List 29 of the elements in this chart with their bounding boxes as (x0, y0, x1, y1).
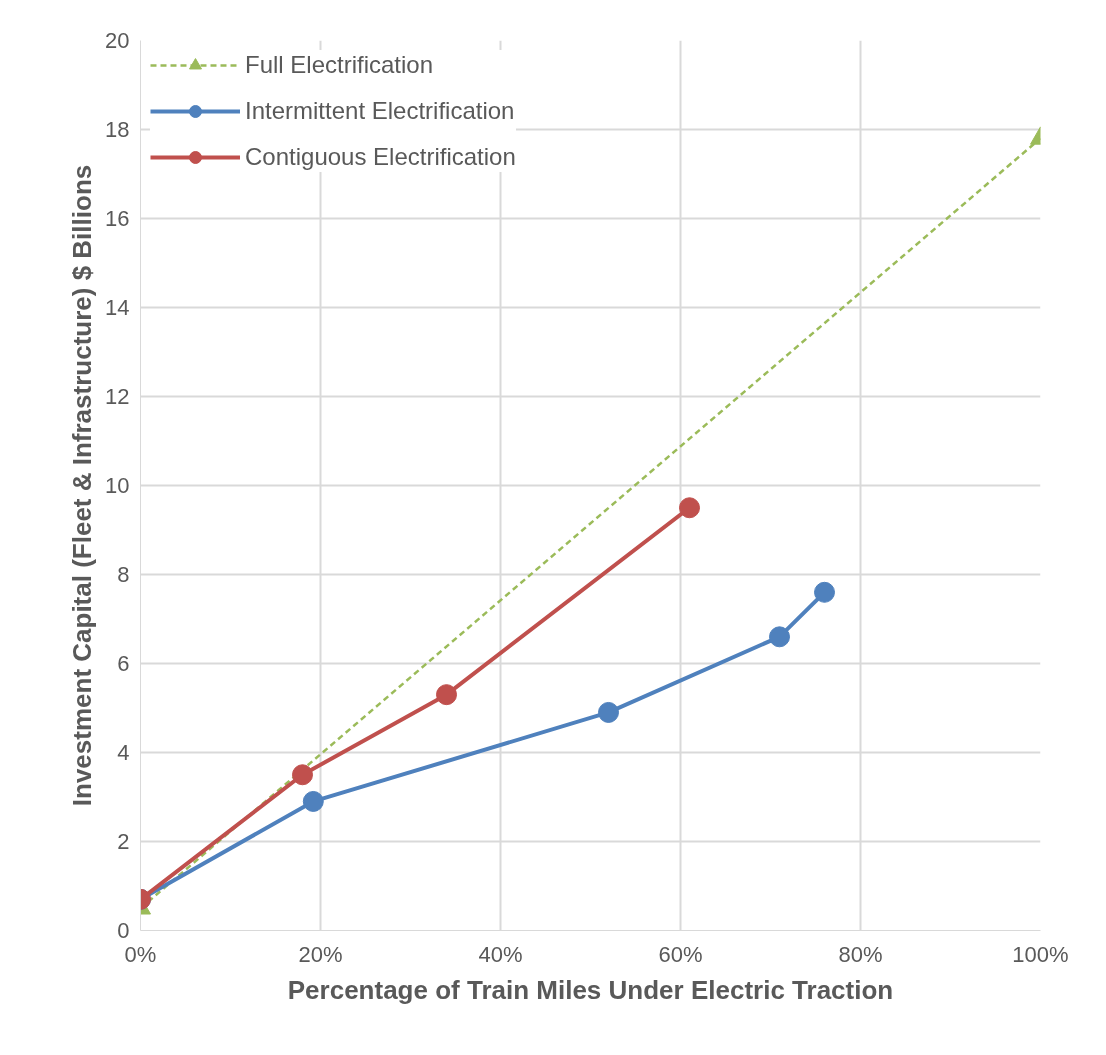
point (679, 497, 700, 519)
legend-label: Full Electrification (245, 51, 434, 79)
y-axis-title: Investment Capital (Fleet & Infrastructure) $ Billions (67, 164, 98, 807)
y-tick-label: 2 (117, 829, 130, 854)
y-tick-label: 18 (105, 117, 130, 142)
y-tick-label: 14 (105, 295, 130, 320)
legend-label: Intermittent Electrification (245, 97, 515, 125)
y-tick-label: 16 (105, 206, 130, 231)
y-tick-label: 4 (117, 740, 130, 765)
point (302, 790, 324, 812)
y-tick-label: 20 (105, 28, 130, 53)
x-tick-label: 60% (658, 941, 703, 967)
point (769, 626, 790, 648)
y-tick-label: 12 (105, 384, 130, 409)
point (436, 684, 457, 706)
x-tick-label: 100% (1012, 941, 1069, 967)
y-tick-label: 10 (105, 473, 130, 498)
x-tick-label: 0% (124, 941, 157, 967)
point (598, 701, 619, 723)
x-tick-label: 80% (838, 941, 883, 967)
x-tick-label: 20% (298, 941, 343, 967)
x-tick-label: 40% (478, 941, 523, 967)
y-tick-label: 0 (117, 918, 130, 943)
y-tick-label: 8 (117, 562, 130, 587)
point (292, 764, 313, 786)
legend-label: Contiguous Electrification (245, 143, 516, 171)
x-axis-title: Percentage of Train Miles Under Electric Traction (287, 974, 894, 1005)
y-tick-label: 6 (117, 651, 130, 676)
point (814, 581, 835, 603)
